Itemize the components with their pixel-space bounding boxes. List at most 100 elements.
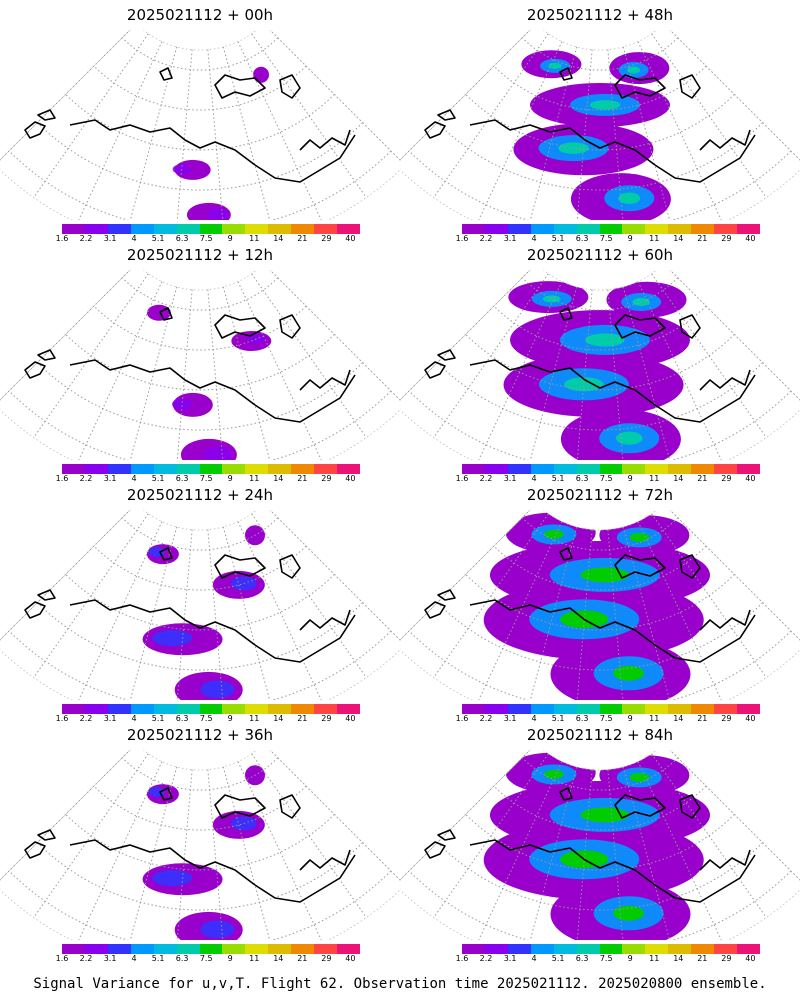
longitude-line bbox=[651, 273, 767, 438]
colorbar-segment bbox=[668, 464, 692, 474]
colorbar-tick-label: 7.5 bbox=[599, 714, 613, 723]
colorbar-segment bbox=[599, 464, 623, 474]
colorbar-tick-label: 21 bbox=[297, 714, 308, 723]
variance-map bbox=[0, 750, 400, 940]
colorbar-segment bbox=[84, 224, 108, 234]
colorbar-segment bbox=[737, 464, 760, 474]
variance-region-high bbox=[629, 772, 650, 782]
colorbar-segment bbox=[484, 704, 508, 714]
colorbar-segment bbox=[462, 464, 485, 474]
coastline-asia bbox=[424, 829, 456, 859]
colorbar-tick-label: 14 bbox=[273, 474, 284, 483]
colorbar-segment bbox=[314, 464, 338, 474]
graticule bbox=[0, 750, 400, 940]
colorbar-tick-label: 11 bbox=[249, 954, 260, 963]
coastline-arctic-islands bbox=[614, 794, 701, 819]
longitude-line bbox=[176, 289, 193, 460]
longitude-line bbox=[478, 281, 563, 460]
colorbar-tick-label: 14 bbox=[673, 234, 684, 243]
longitude-line bbox=[269, 30, 400, 161]
colorbar-labels: 1.6 2.2 3.1 4 5.1 6.3 7.5 9 11 14 21 29 40 bbox=[56, 954, 368, 964]
colorbar-segment bbox=[484, 944, 508, 954]
map-boundary bbox=[0, 30, 400, 220]
colorbar-tick-label: 5.1 bbox=[151, 234, 165, 243]
colorbar-segment bbox=[462, 224, 485, 234]
coastline-north-america bbox=[69, 599, 356, 663]
colorbar-tick-label: 2.2 bbox=[79, 714, 93, 723]
colorbar-segment bbox=[153, 704, 177, 714]
colorbar-tick-label: 6.3 bbox=[575, 474, 589, 483]
coastlines bbox=[24, 307, 356, 423]
colorbar-segment bbox=[314, 704, 338, 714]
colorbar-segment bbox=[599, 944, 623, 954]
colorbar-segment bbox=[222, 464, 246, 474]
coastline-arctic-islands bbox=[214, 74, 301, 99]
longitude-line bbox=[433, 273, 549, 438]
colorbar-tick-label: 1.6 bbox=[55, 714, 69, 723]
colorbar-tick-label: 9 bbox=[227, 954, 233, 963]
longitude-line bbox=[433, 33, 549, 198]
colorbar-segment bbox=[737, 224, 760, 234]
colorbar-segment bbox=[176, 224, 200, 234]
colorbar-tick-label: 6.3 bbox=[175, 954, 189, 963]
colorbar-segment bbox=[645, 224, 669, 234]
colorbar-segment bbox=[176, 704, 200, 714]
latitude-line bbox=[37, 122, 363, 191]
colorbar-tick-label: 9 bbox=[227, 714, 233, 723]
colorbar-tick-label: 14 bbox=[273, 954, 284, 963]
colorbar-segment bbox=[337, 944, 360, 954]
colorbar-segment bbox=[268, 944, 292, 954]
longitude-line bbox=[0, 270, 131, 401]
colorbar-segment bbox=[576, 944, 600, 954]
colorbar-segment bbox=[199, 944, 223, 954]
colorbar-tick-label: 40 bbox=[345, 714, 356, 723]
colorbar-tick-label: 14 bbox=[273, 714, 284, 723]
variance-region-mid bbox=[172, 398, 193, 411]
latitude-line bbox=[93, 305, 307, 351]
coastline-greenland-tip bbox=[159, 307, 173, 321]
longitude-line bbox=[222, 46, 271, 220]
colorbar-segment bbox=[737, 704, 760, 714]
latitude-line bbox=[65, 813, 335, 871]
coastline-east bbox=[299, 609, 351, 631]
variance-map bbox=[400, 510, 800, 700]
colorbar-segment bbox=[130, 704, 154, 714]
coastline-north-america bbox=[69, 359, 356, 423]
colorbar-labels: 1.6 2.2 3.1 4 5.1 6.3 7.5 9 11 14 21 29 40 bbox=[56, 234, 368, 244]
longitude-line bbox=[637, 41, 722, 220]
map-boundary bbox=[0, 510, 400, 700]
coastlines bbox=[24, 67, 356, 183]
colorbar-segment bbox=[507, 224, 531, 234]
colorbar-segment bbox=[714, 464, 738, 474]
colorbar-tick-label: 7.5 bbox=[599, 234, 613, 243]
colorbar-tick-label: 2.2 bbox=[479, 234, 493, 243]
map-panel-24h: 2025021112 + 24h 1.6 2.2 3.1 4 5.1 6.3 7.5 9 11 14… bbox=[0, 480, 400, 723]
colorbar-segment bbox=[599, 224, 623, 234]
map-panel-36h: 2025021112 + 36h 1.6 2.2 3.1 4 5.1 6.3 7.5 9 11 14… bbox=[0, 720, 400, 963]
coastline-north-america bbox=[469, 599, 756, 663]
longitude-line bbox=[478, 521, 563, 700]
coastlines bbox=[424, 307, 756, 423]
colorbar-segment bbox=[691, 224, 715, 234]
colorbar bbox=[462, 224, 760, 234]
colorbar bbox=[462, 704, 760, 714]
colorbar-tick-label: 4 bbox=[131, 474, 137, 483]
variance-region-high bbox=[544, 769, 564, 779]
colorbar-tick-label: 40 bbox=[345, 954, 356, 963]
colorbar-tick-label: 21 bbox=[697, 234, 708, 243]
colorbar-tick-label: 14 bbox=[673, 474, 684, 483]
variance-region-mid bbox=[203, 446, 232, 460]
variance-region-low bbox=[253, 66, 270, 83]
coastline-arctic-islands bbox=[214, 794, 301, 819]
colorbar-tick-label: 11 bbox=[649, 474, 660, 483]
graticule bbox=[0, 30, 400, 220]
panel-title: 2025021112 + 36h bbox=[126, 726, 274, 744]
colorbar-tick-label: 29 bbox=[721, 234, 732, 243]
longitude-line bbox=[651, 513, 767, 678]
variance-region-mid bbox=[152, 870, 193, 887]
colorbar-tick-label: 1.6 bbox=[455, 234, 469, 243]
colorbar-segment bbox=[622, 704, 646, 714]
colorbar-segment bbox=[668, 704, 692, 714]
coastline-arctic-islands bbox=[614, 74, 701, 99]
colorbar-segment bbox=[62, 704, 85, 714]
